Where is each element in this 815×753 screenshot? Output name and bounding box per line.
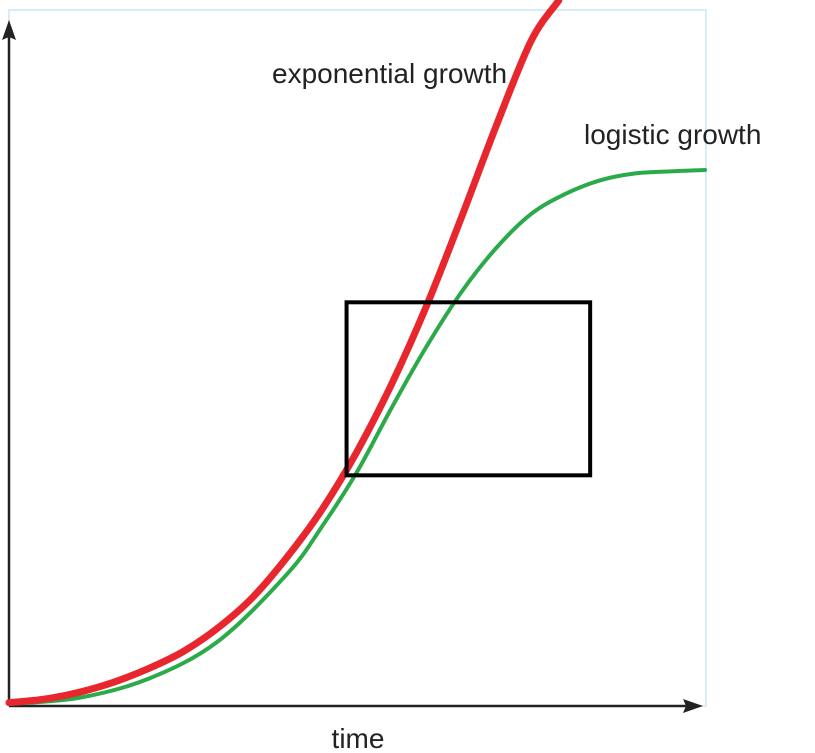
x-axis-arrowhead bbox=[683, 699, 703, 713]
x-axis-label: time bbox=[332, 723, 385, 753]
logistic-growth-line bbox=[7, 168, 707, 706]
highlight-box bbox=[344, 300, 593, 478]
exponential-growth-line bbox=[5, 0, 563, 707]
plot-frame bbox=[8, 9, 707, 707]
series-label-exponential: exponential growth bbox=[272, 58, 507, 89]
series-layer bbox=[5, 0, 707, 707]
series-label-logistic: logistic growth bbox=[584, 119, 761, 150]
y-axis-arrowhead bbox=[2, 20, 16, 40]
